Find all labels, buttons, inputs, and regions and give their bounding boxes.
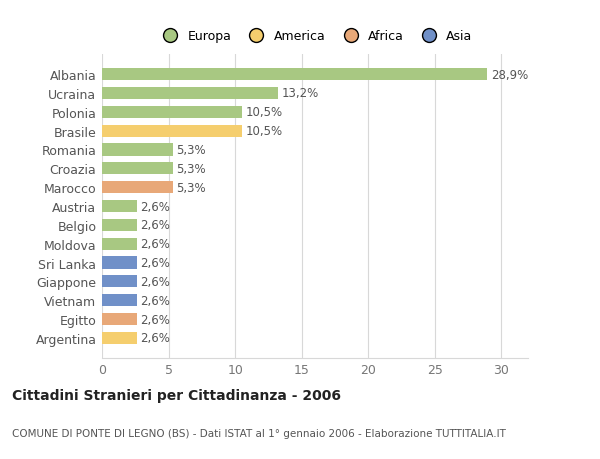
- Text: 2,6%: 2,6%: [140, 275, 170, 288]
- Bar: [102, 257, 137, 269]
- Bar: [102, 219, 137, 231]
- Bar: [102, 201, 137, 213]
- Text: 10,5%: 10,5%: [246, 106, 283, 119]
- Text: 2,6%: 2,6%: [140, 257, 170, 269]
- Text: 5,3%: 5,3%: [176, 181, 206, 194]
- Text: 10,5%: 10,5%: [246, 125, 283, 138]
- Bar: [102, 313, 137, 325]
- Text: 2,6%: 2,6%: [140, 294, 170, 307]
- Bar: [102, 238, 137, 250]
- Bar: [102, 125, 242, 137]
- Text: 5,3%: 5,3%: [176, 144, 206, 157]
- Legend: Europa, America, Africa, Asia: Europa, America, Africa, Asia: [152, 25, 478, 48]
- Text: 2,6%: 2,6%: [140, 219, 170, 232]
- Text: 28,9%: 28,9%: [491, 68, 528, 81]
- Text: 2,6%: 2,6%: [140, 313, 170, 326]
- Bar: [102, 182, 173, 194]
- Bar: [102, 294, 137, 307]
- Text: 5,3%: 5,3%: [176, 162, 206, 175]
- Bar: [102, 276, 137, 288]
- Text: Cittadini Stranieri per Cittadinanza - 2006: Cittadini Stranieri per Cittadinanza - 2…: [12, 388, 341, 403]
- Bar: [102, 163, 173, 175]
- Bar: [102, 332, 137, 344]
- Text: 2,6%: 2,6%: [140, 200, 170, 213]
- Text: 2,6%: 2,6%: [140, 238, 170, 251]
- Bar: [102, 106, 242, 119]
- Text: COMUNE DI PONTE DI LEGNO (BS) - Dati ISTAT al 1° gennaio 2006 - Elaborazione TUT: COMUNE DI PONTE DI LEGNO (BS) - Dati IST…: [12, 428, 506, 438]
- Text: 13,2%: 13,2%: [282, 87, 319, 100]
- Bar: [102, 144, 173, 156]
- Text: 2,6%: 2,6%: [140, 332, 170, 345]
- Bar: [102, 69, 487, 81]
- Bar: [102, 88, 278, 100]
